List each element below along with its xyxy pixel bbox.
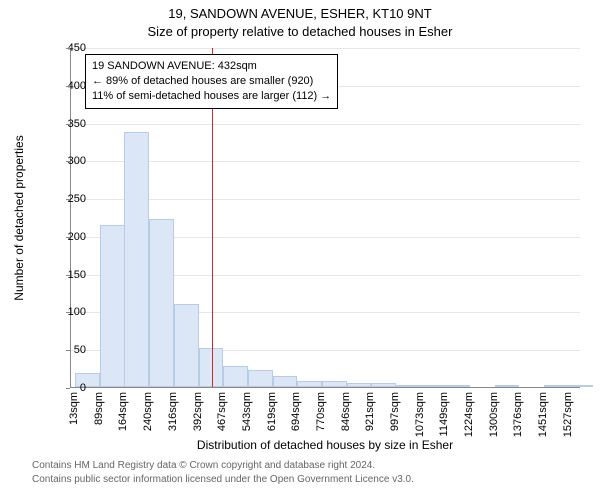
x-tick-label: 89sqm xyxy=(93,392,105,425)
y-tick-mark xyxy=(66,48,70,49)
histogram-bar xyxy=(347,383,372,387)
histogram-bar xyxy=(100,225,125,387)
x-tick-label: 392sqm xyxy=(192,392,204,431)
y-tick-label: 350 xyxy=(58,118,86,130)
histogram-bar xyxy=(297,381,322,387)
chart-title-line1: 19, SANDOWN AVENUE, ESHER, KT10 9NT xyxy=(0,6,600,21)
x-tick-label: 13sqm xyxy=(68,392,80,425)
x-tick-label: 467sqm xyxy=(216,392,228,431)
x-tick-label: 543sqm xyxy=(241,392,253,431)
y-tick-label: 200 xyxy=(58,231,86,243)
x-tick-label: 997sqm xyxy=(389,392,401,431)
histogram-bar xyxy=(248,370,273,387)
x-tick-label: 1300sqm xyxy=(488,392,500,437)
y-tick-mark xyxy=(66,312,70,313)
x-tick-label: 1224sqm xyxy=(463,392,475,437)
plot-area: 19 SANDOWN AVENUE: 432sqm← 89% of detach… xyxy=(70,48,580,388)
annotation-line: 11% of semi-detached houses are larger (… xyxy=(92,89,331,104)
x-tick-label: 1451sqm xyxy=(537,392,549,437)
y-tick-label: 250 xyxy=(58,193,86,205)
y-tick-mark xyxy=(66,86,70,87)
x-tick-label: 1376sqm xyxy=(512,392,524,437)
y-tick-label: 400 xyxy=(58,80,86,92)
annotation-line: ← 89% of detached houses are smaller (92… xyxy=(92,74,331,89)
y-tick-mark xyxy=(66,161,70,162)
y-tick-label: 50 xyxy=(58,344,86,356)
x-tick-label: 316sqm xyxy=(167,392,179,431)
x-tick-label: 1527sqm xyxy=(562,392,574,437)
x-tick-label: 240sqm xyxy=(142,392,154,431)
histogram-bar xyxy=(495,385,520,387)
x-tick-label: 921sqm xyxy=(364,392,376,431)
y-tick-mark xyxy=(66,275,70,276)
x-tick-label: 846sqm xyxy=(340,392,352,431)
y-tick-mark xyxy=(66,124,70,125)
histogram-bar xyxy=(174,304,199,387)
x-tick-label: 619sqm xyxy=(266,392,278,431)
histogram-bar xyxy=(445,385,470,387)
footer-line2: Contains public sector information licen… xyxy=(32,474,414,485)
y-tick-label: 150 xyxy=(58,269,86,281)
x-axis-label: Distribution of detached houses by size … xyxy=(70,438,580,452)
footer-line1: Contains HM Land Registry data © Crown c… xyxy=(32,460,375,471)
y-tick-mark xyxy=(66,199,70,200)
histogram-bar xyxy=(223,366,248,387)
chart-title-line2: Size of property relative to detached ho… xyxy=(0,24,600,39)
x-tick-label: 694sqm xyxy=(290,392,302,431)
histogram-bar xyxy=(273,376,298,387)
x-tick-label: 1149sqm xyxy=(438,392,450,436)
histogram-bar xyxy=(396,385,421,387)
histogram-bar xyxy=(544,385,569,387)
histogram-bar xyxy=(149,219,174,387)
y-axis-label: Number of detached properties xyxy=(12,48,32,388)
x-tick-label: 770sqm xyxy=(315,392,327,431)
x-tick-label: 164sqm xyxy=(117,392,129,431)
annotation-line: 19 SANDOWN AVENUE: 432sqm xyxy=(92,59,331,74)
gridline xyxy=(71,48,580,49)
histogram-bar xyxy=(322,381,347,387)
annotation-box: 19 SANDOWN AVENUE: 432sqm← 89% of detach… xyxy=(85,54,338,109)
chart-container: 19, SANDOWN AVENUE, ESHER, KT10 9NT Size… xyxy=(0,0,600,500)
y-tick-label: 300 xyxy=(58,155,86,167)
histogram-bar xyxy=(421,385,446,387)
y-tick-label: 450 xyxy=(58,42,86,54)
x-tick-label: 1073sqm xyxy=(414,392,426,437)
histogram-bar xyxy=(371,383,396,387)
y-tick-mark xyxy=(66,388,70,389)
histogram-bar xyxy=(124,132,149,387)
y-tick-mark xyxy=(66,350,70,351)
histogram-bar xyxy=(569,385,594,387)
y-tick-mark xyxy=(66,237,70,238)
gridline xyxy=(71,124,580,125)
y-tick-label: 100 xyxy=(58,306,86,318)
